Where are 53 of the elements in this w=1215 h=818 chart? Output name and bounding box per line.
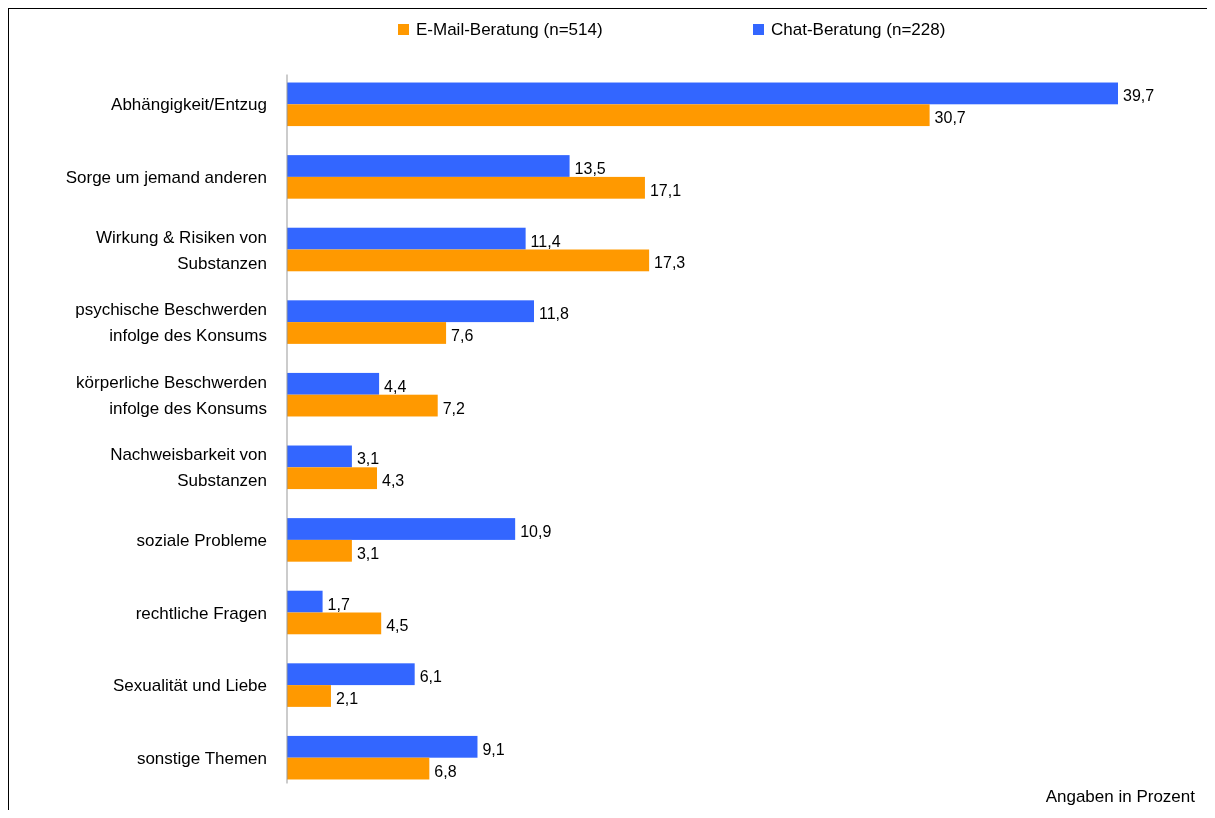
bar — [287, 104, 930, 127]
bar — [287, 176, 645, 199]
data-label: 30,7 — [934, 109, 966, 127]
bar — [287, 394, 438, 417]
y-tick-label: Abhängigkeit/Entzug — [111, 95, 267, 115]
data-label: 17,3 — [654, 254, 686, 272]
bar — [287, 300, 534, 323]
legend-label: E-Mail-Beratung (n=514) — [416, 20, 603, 39]
bar — [287, 518, 516, 540]
data-label: 17,1 — [649, 181, 682, 199]
data-label: 9,1 — [482, 740, 505, 758]
legend-label: Chat-Beratung (n=228) — [771, 20, 946, 39]
y-tick-label: Sexualität und Liebe — [112, 676, 267, 696]
bar — [287, 227, 526, 250]
data-label: 4,3 — [382, 472, 405, 490]
bar — [287, 590, 323, 613]
data-label: 3,1 — [356, 450, 380, 468]
y-tick-label: rechtliche Fragen — [135, 603, 267, 623]
y-tick-label: soziale Probleme — [136, 530, 267, 550]
text: Angaben in Prozent — [1045, 787, 1196, 806]
y-tick-label: sonstige Themen — [136, 748, 267, 768]
bar — [287, 539, 352, 562]
y-tick-label: Wirkung & Risiken von Substanzen — [95, 227, 267, 273]
bar — [287, 612, 382, 635]
data-label: 6,8 — [434, 762, 457, 780]
bar — [287, 685, 331, 707]
bar — [287, 322, 447, 344]
bar — [287, 663, 415, 686]
y-tick-label: körperliche Beschwerden infolge des Konsums — [76, 372, 267, 418]
y-tick-label: Nachweisbarkeit von Substanzen — [110, 445, 267, 491]
data-label: 3,1 — [356, 544, 380, 562]
data-label: 7,6 — [451, 326, 474, 344]
data-label: 10,9 — [520, 523, 552, 541]
bar — [287, 82, 1118, 105]
data-label: 2,1 — [335, 689, 359, 707]
data-label: 7,2 — [442, 399, 466, 417]
data-label: 4,5 — [386, 617, 409, 635]
bar — [287, 445, 352, 468]
y-tick-label: psychische Beschwerden infolge des Konsums — [75, 300, 267, 346]
bar — [287, 155, 570, 177]
data-label: 6,1 — [419, 668, 443, 686]
data-label: 1,7 — [327, 595, 350, 613]
data-label: 11,8 — [539, 305, 570, 323]
data-label: 11,4 — [530, 232, 561, 250]
bar — [287, 467, 378, 490]
data-label: 13,5 — [574, 160, 606, 178]
y-tick-label: Sorge um jemand anderen — [65, 167, 267, 187]
bar — [287, 757, 430, 780]
data-label: 4,4 — [384, 377, 407, 395]
bar — [287, 249, 650, 272]
bar — [287, 735, 478, 758]
bar — [287, 372, 380, 395]
data-label: 39,7 — [1123, 87, 1155, 105]
